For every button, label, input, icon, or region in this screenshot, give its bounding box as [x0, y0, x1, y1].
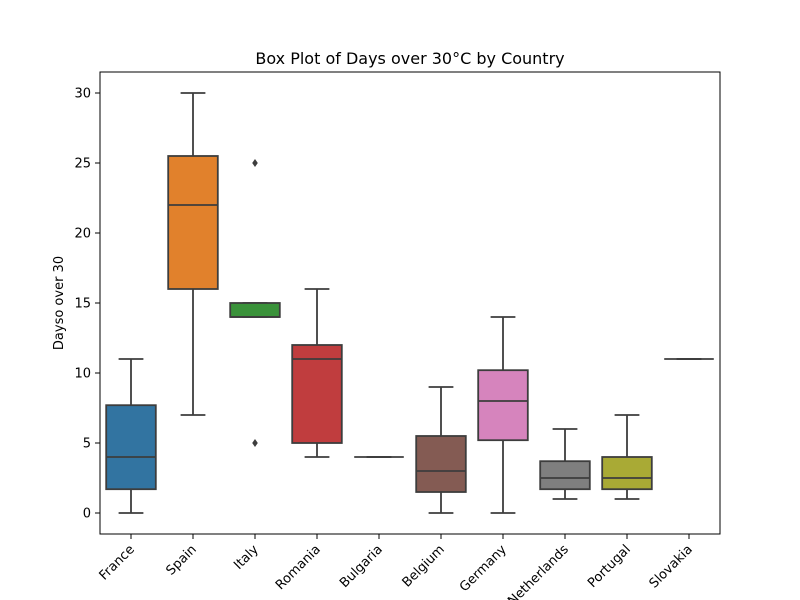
y-tick-label: 15 [74, 297, 91, 312]
x-tick-label: France [97, 542, 138, 583]
x-axis: France Spain Italy Romania Bulgaria Belgium Ge… [97, 534, 696, 600]
x-tick-label: Portugal [585, 542, 634, 591]
x-tick-label: Germany [457, 542, 510, 595]
outlier-point [252, 439, 258, 447]
y-axis-label: Dayso over 30 [52, 256, 67, 350]
outlier-point [252, 159, 258, 167]
y-axis: 0 5 10 15 20 25 30 [74, 87, 100, 522]
box-group-germany [477, 316, 529, 514]
box-iqr [105, 404, 157, 491]
box-group-belgium [415, 386, 467, 514]
box-iqr [291, 344, 343, 444]
box-iqr [477, 369, 529, 442]
chart-title: Box Plot of Days over 30°C by Country [255, 49, 564, 68]
box-iqr [415, 435, 467, 493]
y-tick-label: 30 [74, 87, 91, 102]
box-group-italy [229, 159, 281, 447]
y-tick-label: 20 [74, 227, 91, 242]
x-tick-label: Bulgaria [337, 542, 386, 591]
y-tick-label: 5 [83, 437, 91, 452]
x-tick-label: Romania [273, 542, 324, 593]
box-group-netherlands [539, 428, 591, 500]
box-group-romania [291, 288, 343, 458]
y-tick-label: 25 [74, 157, 91, 172]
x-tick-label: Slovakia [647, 542, 696, 591]
x-tick-label: Spain [164, 542, 200, 578]
plot-area [105, 92, 714, 514]
x-tick-label: Netherlands [505, 542, 572, 600]
box-iqr [229, 302, 281, 318]
x-tick-label: Italy [231, 542, 262, 573]
y-tick-label: 10 [74, 367, 91, 382]
box-iqr [167, 155, 219, 290]
box-group-spain [167, 92, 219, 416]
box-iqr [539, 460, 591, 491]
x-tick-label: Belgium [400, 542, 448, 590]
box-iqr [601, 456, 653, 491]
y-tick-label: 0 [83, 507, 91, 522]
box-group-france [105, 358, 157, 514]
box-group-portugal [601, 414, 653, 500]
